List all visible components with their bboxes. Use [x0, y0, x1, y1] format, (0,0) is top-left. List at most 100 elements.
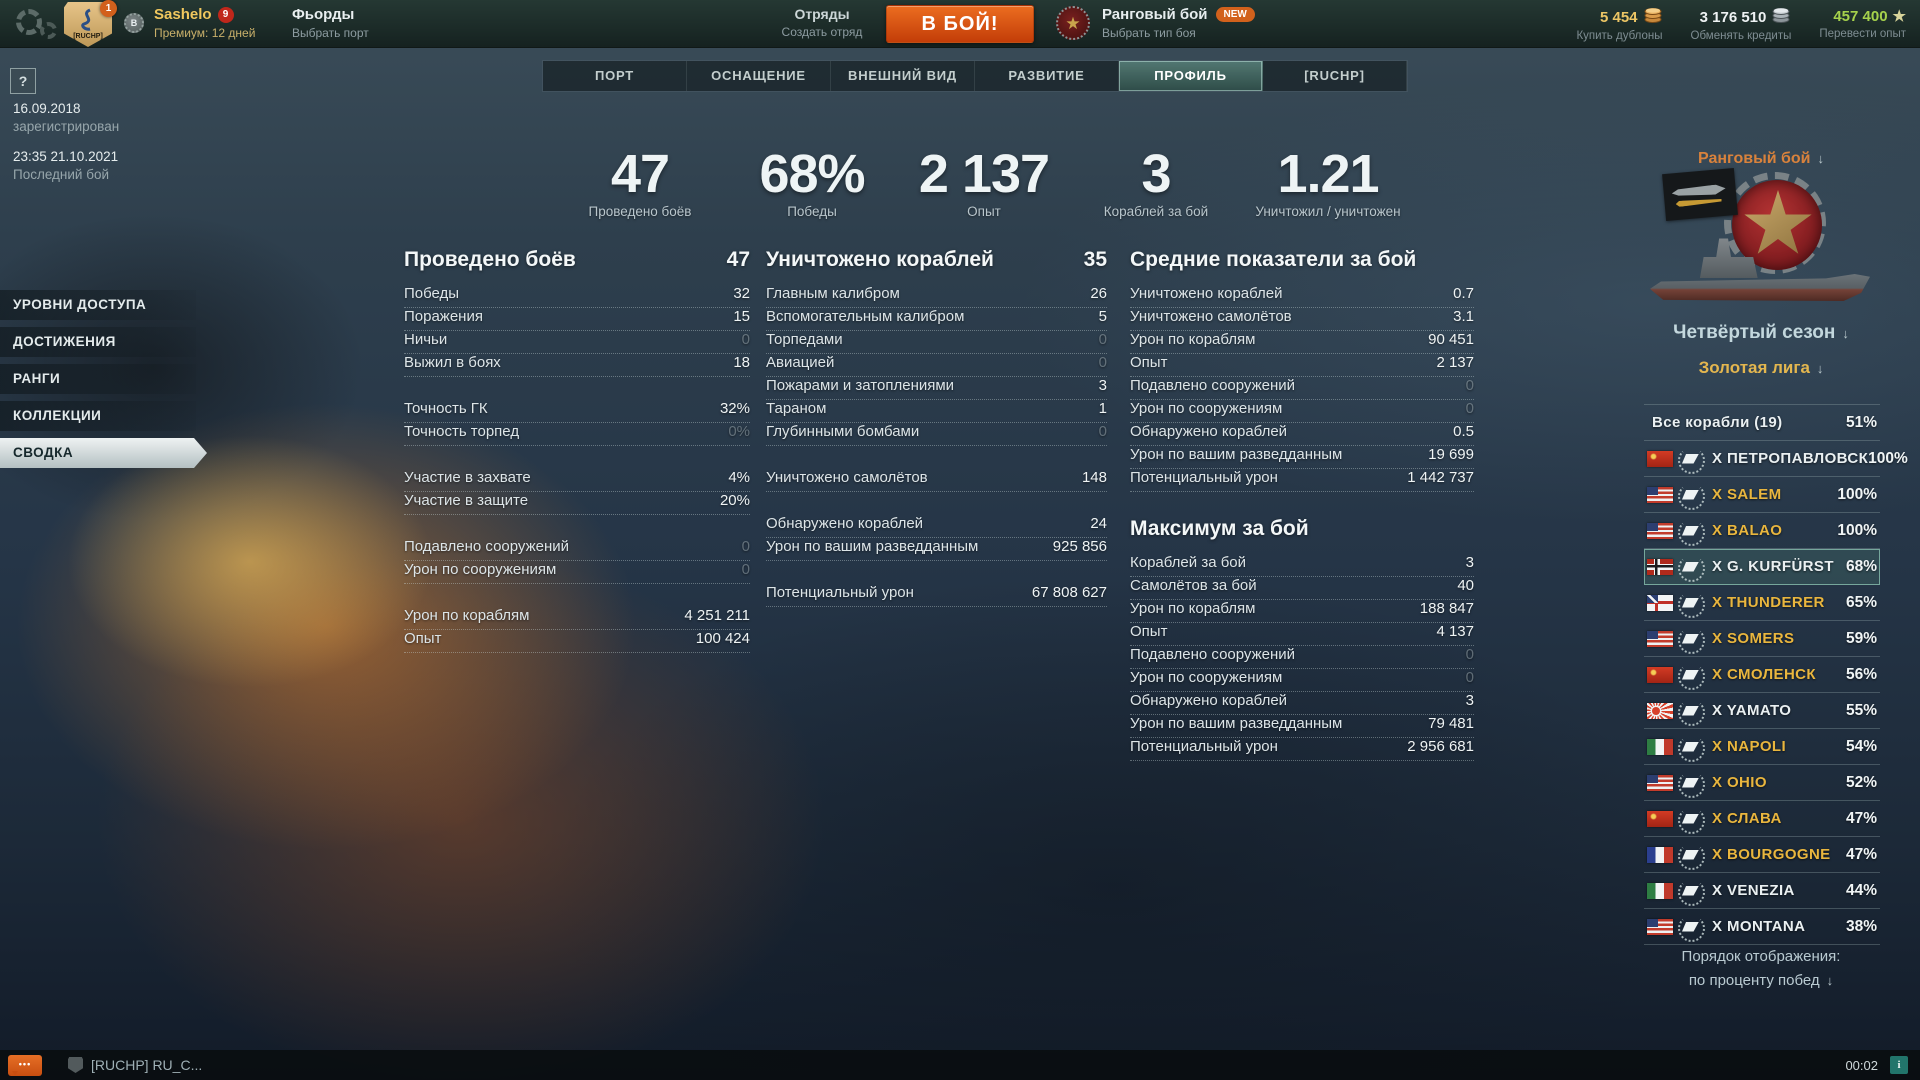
port-selector[interactable]: Фьорды Выбрать порт: [292, 6, 369, 40]
ranked-battle-selector[interactable]: Ранговый бой: [1644, 150, 1878, 168]
info-button[interactable]: i: [1890, 1056, 1908, 1074]
column-title: Максимум за бой: [1130, 517, 1309, 540]
league-selector[interactable]: Золотая лига: [1644, 358, 1878, 378]
ship-row[interactable]: X G. KURFÜRST 68%: [1644, 549, 1880, 585]
ship-tier: X: [1712, 666, 1723, 683]
stat-value: 26: [1090, 285, 1107, 302]
chain-ring-icon: [1724, 172, 1826, 274]
ship-winrate: 59%: [1845, 629, 1877, 647]
summary-stats: 47 Проведено боёв 68% Победы 2 137 Опыт …: [554, 146, 1414, 219]
tab[interactable]: ОСНАЩЕНИЕ: [687, 61, 831, 91]
tab-label: [RUCHP]: [1304, 68, 1365, 83]
ship-row[interactable]: X THUNDERER 65%: [1644, 585, 1880, 621]
stat-value: 67 808 627: [1031, 584, 1107, 601]
ship-tier: X: [1712, 882, 1723, 899]
nation-flag-icon: [1647, 774, 1673, 791]
ship-name: X ПЕТРОПАВЛОВСК: [1712, 450, 1868, 467]
stat-row: Урон по сооружениям 0: [1130, 669, 1474, 692]
ship-class-icon: [1676, 842, 1705, 870]
battle-type-selector[interactable]: Ранговый бой NEW Выбрать тип боя: [1102, 6, 1255, 40]
stat-label: Кораблей за бой: [1130, 554, 1247, 571]
summary-stat-label: Уничтожил / уничтожен: [1255, 204, 1401, 219]
doubloons-currency[interactable]: 5 454 Купить дублоны: [1576, 7, 1663, 42]
stat-value: 20%: [719, 492, 750, 509]
tab[interactable]: ПРОФИЛЬ: [1119, 61, 1263, 91]
ship-title: NAPOLI: [1726, 738, 1787, 755]
settings-gear-icon[interactable]: [16, 9, 42, 35]
convert-xp-action: Перевести опыт: [1819, 28, 1906, 40]
stat-value: 3: [1465, 554, 1474, 571]
ship-row[interactable]: X MONTANA 38%: [1644, 909, 1880, 945]
nation-flag-icon: [1647, 882, 1673, 899]
season-selector[interactable]: Четвёртый сезон: [1644, 322, 1878, 344]
ship-winrate: 47%: [1845, 809, 1877, 827]
ship-row[interactable]: X SOMERS 59%: [1644, 621, 1880, 657]
sidebar-item[interactable]: СВОДКА: [0, 438, 207, 468]
squad-selector[interactable]: Отряды Создать отряд: [752, 6, 892, 39]
tab-label: ОСНАЩЕНИЕ: [711, 68, 806, 83]
ship-row[interactable]: X BALAO 100%: [1644, 513, 1880, 549]
summary-stat-value: 2 137: [918, 144, 1050, 204]
ship-row[interactable]: X VENEZIA 44%: [1644, 873, 1880, 909]
stat-label: Авиацией: [766, 354, 835, 371]
ship-title: BOURGOGNE: [1726, 846, 1831, 863]
ship-tier: X: [1712, 486, 1723, 503]
tab[interactable]: [RUCHP]: [1263, 61, 1407, 91]
sidebar-item-label: РАНГИ: [13, 371, 61, 386]
stat-row: Урон по сооружениям 0: [404, 561, 750, 584]
stat-row: Урон по кораблям 90 451: [1130, 331, 1474, 354]
stat-row: Урон по вашим разведданным 79 481: [1130, 715, 1474, 738]
tab[interactable]: РАЗВИТИЕ: [975, 61, 1119, 91]
stat-row: Потенциальный урон 2 956 681: [1130, 738, 1474, 761]
ship-row[interactable]: X OHIO 52%: [1644, 765, 1880, 801]
battle-type-subtitle: Выбрать тип боя: [1102, 26, 1196, 40]
stat-value: 24: [1090, 515, 1107, 532]
sort-order-selector[interactable]: по проценту побед: [1630, 972, 1892, 989]
credits-currency[interactable]: 3 176 510 Обменять кредиты: [1691, 7, 1791, 42]
sidebar-item[interactable]: УРОВНИ ДОСТУПА: [0, 290, 196, 320]
tab[interactable]: ВНЕШНИЙ ВИД: [831, 61, 975, 91]
help-button[interactable]: ?: [10, 68, 36, 94]
ship-row[interactable]: X BOURGOGNE 47%: [1644, 837, 1880, 873]
stat-label: Подавлено сооружений: [1130, 377, 1296, 394]
stat-value: 2 956 681: [1407, 738, 1474, 755]
ship-winrate: 54%: [1845, 737, 1877, 755]
nation-flag-icon: [1647, 630, 1673, 647]
tab-label: ПОРТ: [594, 68, 635, 83]
sidebar-item[interactable]: РАНГИ: [0, 364, 196, 394]
premium-status: Премиум: 12 дней: [154, 26, 256, 40]
ship-name: X VENEZIA: [1712, 882, 1795, 899]
ship-row[interactable]: X YAMATO 55%: [1644, 693, 1880, 729]
stat-label: Опыт: [1130, 354, 1168, 371]
all-ships-winrate: 51%: [1845, 413, 1877, 431]
stat-value: 0: [1098, 331, 1107, 348]
stat-row: Обнаружено кораблей 0.5: [1130, 423, 1474, 446]
ship-row[interactable]: X NAPOLI 54%: [1644, 729, 1880, 765]
nation-flag-icon: [1647, 738, 1673, 755]
ship-row[interactable]: X СМОЛЕНСК 56%: [1644, 657, 1880, 693]
ship-row[interactable]: X ПЕТРОПАВЛОВСК 100%: [1644, 441, 1908, 477]
stat-row: Подавлено сооружений 0: [1130, 646, 1474, 669]
stat-value: 0: [1098, 354, 1107, 371]
player-block[interactable]: Sashelo 9 Премиум: 12 дней: [154, 6, 255, 40]
summary-stat-value: 3: [1141, 144, 1171, 204]
chat-channel-label[interactable]: [RUCHP] RU_C...: [91, 1057, 203, 1073]
stat-label: Подавлено сооружений: [1130, 646, 1296, 663]
stat-value: 0%: [728, 423, 750, 440]
stat-row: Урон по вашим разведданным 925 856: [766, 538, 1107, 561]
stat-value: 0.5: [1453, 423, 1474, 440]
chat-icon[interactable]: •••: [8, 1054, 42, 1076]
tab[interactable]: ПОРТ: [543, 61, 687, 91]
sidebar-item[interactable]: ДОСТИЖЕНИЯ: [0, 327, 196, 357]
ship-row[interactable]: X СЛАВА 47%: [1644, 801, 1880, 837]
stat-row: Вспомогательным калибром 5: [766, 308, 1107, 331]
all-ships-row[interactable]: Все корабли (19) 51%: [1644, 405, 1880, 441]
ship-class-icon: [1676, 482, 1705, 510]
ship-row[interactable]: X SALEM 100%: [1644, 477, 1880, 513]
sidebar-item[interactable]: КОЛЛЕКЦИИ: [0, 401, 196, 431]
battle-button[interactable]: В БОЙ!: [886, 5, 1034, 43]
free-xp-currency[interactable]: 457 400 ★ Перевести опыт: [1819, 7, 1906, 42]
stat-row: Победы 32: [404, 285, 750, 308]
ranked-battle-emblem-icon[interactable]: ★: [1056, 6, 1090, 40]
new-badge: NEW: [1215, 7, 1255, 22]
